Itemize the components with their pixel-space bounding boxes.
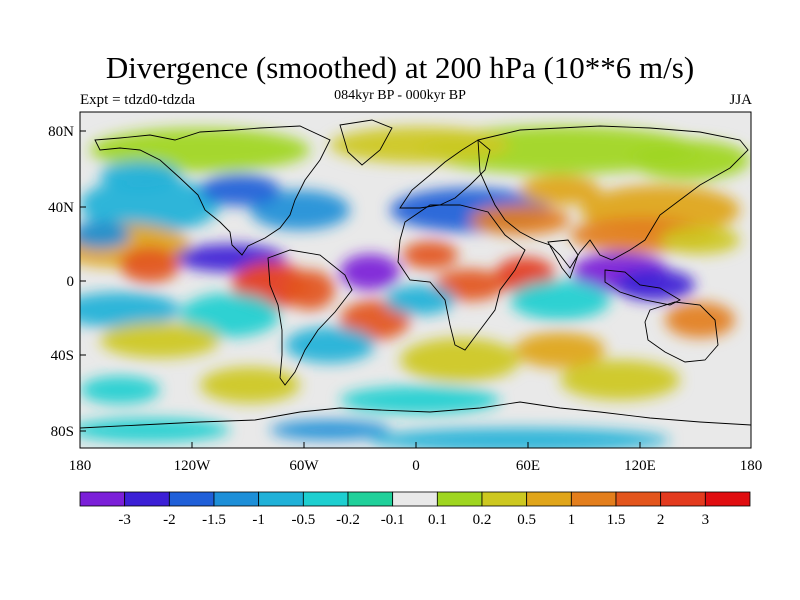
colorbar-label: 3	[702, 512, 710, 528]
field-patch	[100, 161, 180, 189]
latitude-axis: 80N 40N 0 40S 80S	[48, 124, 86, 440]
coast-australia	[644, 301, 719, 363]
field-patch	[385, 285, 455, 315]
lat-tick-label: 0	[67, 274, 75, 290]
colorbar-label: 0.5	[517, 512, 536, 528]
colorbar-swatch	[704, 491, 751, 507]
field-patch	[80, 177, 220, 233]
field-patch	[470, 205, 570, 235]
coast-africa	[397, 204, 526, 351]
field-patch	[100, 322, 220, 358]
divergence-field	[80, 126, 750, 448]
field-patch	[340, 254, 400, 290]
colorbar-swatch	[526, 491, 572, 507]
colorbar-label: -0.5	[291, 512, 315, 528]
field-patch	[90, 128, 310, 172]
field-patch	[402, 241, 458, 269]
coast-antarctica	[80, 401, 751, 429]
field-patch	[435, 269, 505, 301]
colorbar-swatch	[258, 491, 304, 507]
lat-tick-label: 40S	[51, 348, 74, 364]
field-patch	[80, 292, 180, 328]
field-patch	[80, 376, 160, 404]
field-patch	[80, 221, 130, 249]
field-patch	[250, 190, 350, 230]
field-patch	[200, 367, 300, 403]
colorbar-swatch	[660, 491, 706, 507]
field-patch	[660, 226, 740, 254]
colorbar-swatch	[168, 491, 215, 507]
field-patch	[200, 174, 280, 206]
field-patch	[615, 269, 695, 301]
coast-india	[547, 239, 579, 279]
colorbar-label: 0.1	[428, 512, 447, 528]
chart-title: Divergence (smoothed) at 200 hPa (10**6 …	[105, 50, 695, 85]
field-patch	[515, 332, 605, 368]
field-patch	[630, 140, 750, 180]
field-patch	[400, 338, 520, 382]
field-patch	[180, 293, 280, 337]
field-patch	[330, 127, 510, 163]
colorbar-label: 1	[568, 512, 576, 528]
colorbar-label: -1	[252, 512, 265, 528]
colorbar-swatch	[79, 491, 126, 507]
lat-tick-label: 80N	[48, 124, 74, 140]
lat-tick-label: 80S	[51, 424, 74, 440]
longitude-axis: 180 120W 60W 0 60E 120E 180	[69, 442, 763, 474]
field-patch	[285, 270, 335, 310]
colorbar-label: -1.5	[202, 512, 226, 528]
lon-tick-label: 0	[412, 458, 420, 474]
coast-greenland	[339, 119, 393, 166]
colorbar-swatch	[347, 491, 394, 507]
coast-asia	[477, 125, 749, 269]
experiment-label: Expt = tdzd0-tdzda	[80, 92, 196, 108]
lon-tick-label: 120W	[174, 458, 212, 474]
colorbar-swatch	[570, 491, 617, 507]
field-patch	[560, 360, 680, 400]
colorbar-swatch	[481, 491, 528, 507]
colorbar-swatch	[392, 491, 438, 507]
field-patch	[270, 420, 390, 440]
field-patch	[340, 300, 410, 340]
lon-tick-label: 60W	[289, 458, 319, 474]
lon-tick-label: 180	[740, 458, 763, 474]
colorbar-label: -0.2	[336, 512, 360, 528]
lon-tick-label: 120E	[624, 458, 656, 474]
lat-tick-label: 40N	[48, 200, 74, 216]
colorbar-label: 2	[657, 512, 665, 528]
map-field	[80, 112, 751, 448]
season-label: JJA	[729, 92, 752, 108]
coast-maritime-continent	[604, 269, 681, 306]
lon-tick-label: 60E	[516, 458, 540, 474]
field-patch	[285, 327, 375, 363]
coast-europe	[399, 139, 491, 209]
coastlines	[80, 119, 751, 429]
colorbar-swatch	[436, 491, 483, 507]
colorbar-label: 1.5	[607, 512, 626, 528]
field-patch	[370, 428, 670, 448]
colorbar: -3 -2 -1.5 -1 -0.5 -0.2 -0.1 0.1 0.2 0.5 1 1.5 2 3	[79, 491, 751, 528]
field-patch	[520, 175, 600, 205]
coast-north-america	[94, 125, 331, 256]
field-patch	[510, 280, 610, 320]
field-patch	[340, 386, 500, 414]
lon-tick-label: 180	[69, 458, 92, 474]
colorbar-label: -3	[118, 512, 131, 528]
colorbar-swatch	[615, 491, 662, 507]
field-patch	[120, 247, 180, 283]
colorbar-label: 0.2	[473, 512, 492, 528]
colorbar-swatch	[302, 491, 349, 507]
field-patch	[665, 302, 735, 338]
colorbar-swatch	[124, 491, 170, 507]
field-patch	[80, 418, 230, 442]
colorbar-label: -0.1	[381, 512, 405, 528]
coast-south-america	[267, 249, 353, 386]
colorbar-label: -2	[163, 512, 176, 528]
colorbar-swatch	[213, 491, 260, 507]
chart-subtitle: 084kyr BP - 000kyr BP	[334, 88, 466, 103]
